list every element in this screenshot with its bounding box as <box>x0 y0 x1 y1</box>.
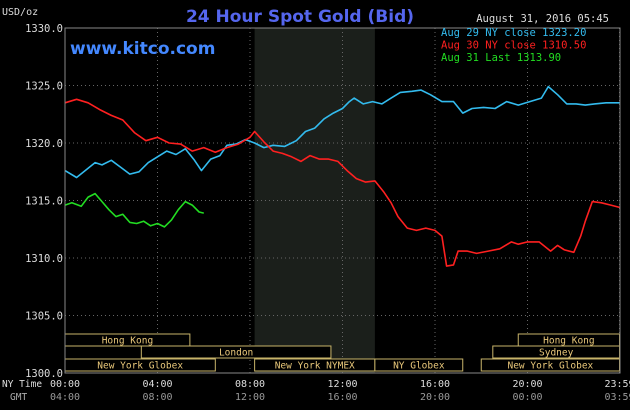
y-axis-label: USD/oz <box>2 7 38 18</box>
x-tick-label-gmt: 20:00 <box>420 392 450 403</box>
x-tick-label-ny: 20:00 <box>512 379 542 390</box>
x-axis-ticks: 00:00 04:00 08:00 12:00 16:00 20:00 23:59 04:00… <box>50 379 630 403</box>
series-line-1 <box>64 98 620 267</box>
y-tick-label: 1300.0 <box>25 368 63 380</box>
x-tick-label-gmt: 12:00 <box>235 392 265 403</box>
date-label: August 31, 2016 05:45 <box>476 13 609 25</box>
session-label: Hong Kong <box>543 336 594 347</box>
x-axis-gmt-label: GMT <box>10 392 27 403</box>
y-tick-label: 1310.0 <box>25 253 63 265</box>
session-label: New York Globex <box>507 361 593 372</box>
x-tick-label-ny: 12:00 <box>327 379 357 390</box>
legend-entry: Aug 31 Last 1313.90 <box>441 52 561 64</box>
x-tick-label-ny: 08:00 <box>235 379 265 390</box>
y-axis-ticks: 1330.0 1325.0 1320.0 1315.0 1310.0 1305.0 1300… <box>25 23 63 380</box>
session-label: NY Globex <box>393 361 445 372</box>
x-tick-label-ny: 00:00 <box>50 379 80 390</box>
legend-entry: Aug 29 NY close 1323.20 <box>441 27 586 39</box>
legend-entry: Aug 30 NY close 1310.50 <box>441 40 586 52</box>
x-tick-label-gmt: 00:00 <box>512 392 542 403</box>
x-tick-label-ny: 23:59 <box>604 379 630 390</box>
x-tick-label-ny: 16:00 <box>420 379 450 390</box>
session-box <box>374 358 464 372</box>
x-tick-label-gmt: 16:00 <box>327 392 357 403</box>
x-tick-label-ny: 04:00 <box>142 379 172 390</box>
session-label: Hong Kong <box>102 336 153 347</box>
session-label: New York NYMEX <box>275 361 355 372</box>
y-tick-label: 1320.0 <box>25 138 63 150</box>
session-label: Sydney <box>539 348 574 359</box>
nymex-session-highlight <box>254 28 375 373</box>
x-tick-label-gmt: 08:00 <box>142 392 172 403</box>
session-label: New York Globex <box>97 361 183 372</box>
y-tick-label: 1325.0 <box>25 81 63 93</box>
y-tick-label: 1315.0 <box>25 196 63 208</box>
x-tick-label-gmt: 04:00 <box>50 392 80 403</box>
session-label: London <box>219 348 253 359</box>
x-axis-ny-label: NY Time <box>2 379 42 390</box>
chart-title: 24 Hour Spot Gold (Bid) <box>186 7 414 27</box>
series-line-2 <box>64 192 204 228</box>
x-tick-label-gmt: 03:59 <box>604 392 630 403</box>
plot-border <box>64 27 621 374</box>
y-tick-label: 1305.0 <box>25 311 63 323</box>
series-line-0 <box>64 85 620 179</box>
website-label[interactable]: www.kitco.com <box>70 39 215 59</box>
price-series <box>64 85 620 267</box>
session-box <box>140 345 332 359</box>
y-tick-label: 1330.0 <box>25 23 63 35</box>
